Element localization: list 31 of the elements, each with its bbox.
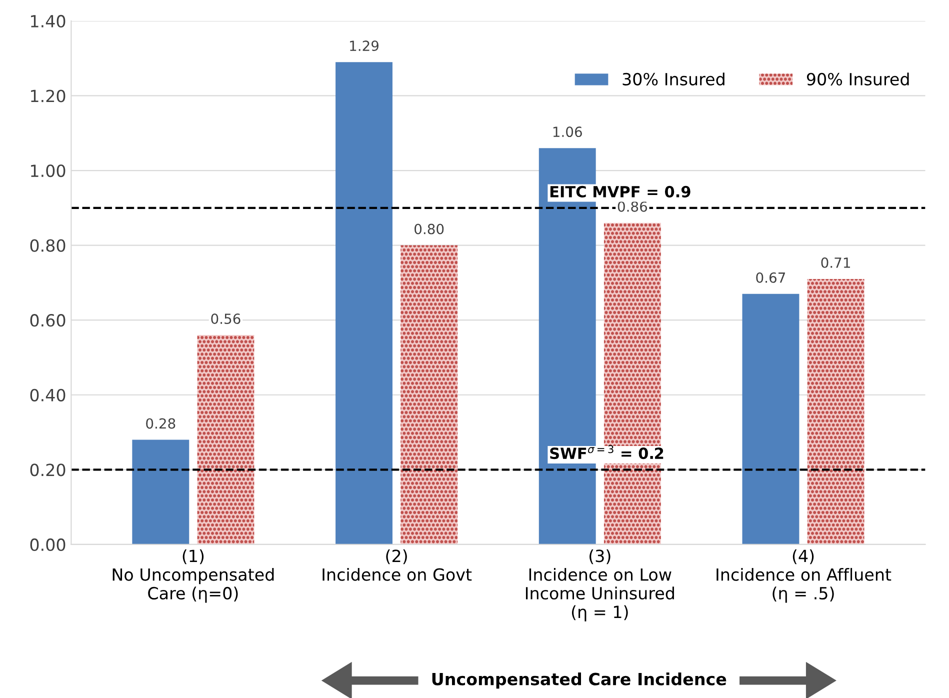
y-tick-label: 0.80 [30, 239, 66, 252]
bar [742, 294, 800, 544]
bar [336, 62, 392, 544]
x-tick-label: (2) Incidence on Govt [322, 549, 472, 581]
x-tick-label: (4) Incidence on Affluent (η = .5) [716, 549, 892, 603]
y-tick-label: 1.40 [31, 14, 66, 28]
y-tick-label: 0.00 [30, 538, 66, 552]
data-label: 1.29 [350, 40, 378, 52]
data-label: 0.28 [146, 418, 176, 429]
bar [807, 278, 864, 544]
x-tick-label: (1) No Uncompensated Care (η=0) [112, 549, 274, 603]
y-tick-label: 0.20 [30, 464, 66, 476]
y-tick-label: 0.60 [30, 314, 66, 327]
x-tick-label: (3) Incidence on Low Income Uninsured (η = 1) [526, 549, 674, 622]
y-tick-label: 1.20 [31, 90, 66, 102]
data-label: 0.56 [211, 314, 240, 324]
y-tick-label: 1.00 [31, 164, 66, 178]
ref-line-label: SWF$^{σ=3}$ = 0.2 [550, 445, 664, 460]
y-tick-label: 0.40 [30, 388, 66, 402]
bar [197, 335, 254, 544]
data-label: 0.71 [821, 257, 850, 268]
data-label: 0.86 [618, 201, 648, 212]
bar [400, 245, 458, 544]
legend-label: 90% Insured [806, 72, 909, 86]
data-label: 0.80 [414, 224, 444, 234]
legend-label: 30% Insured [622, 72, 724, 86]
data-label: 1.06 [553, 126, 582, 138]
text: Uncompensated Care Incidence [432, 672, 726, 689]
data-label: 0.67 [756, 272, 785, 283]
ref-line-label: EITC MVPF = 0.9 [550, 186, 690, 198]
bar [132, 440, 190, 544]
